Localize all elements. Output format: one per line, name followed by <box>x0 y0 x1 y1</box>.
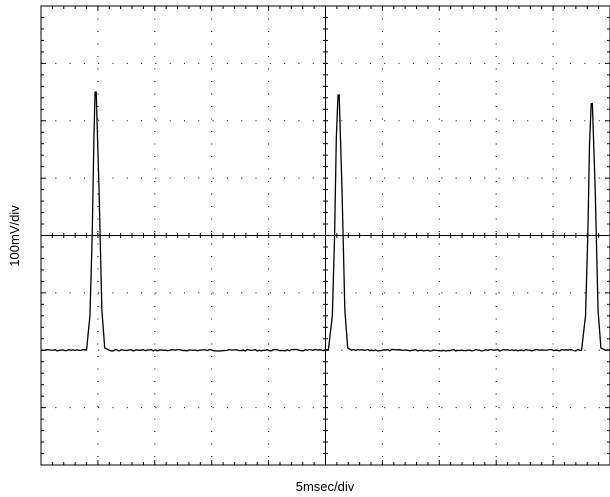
x-axis-label: 5msec/div <box>296 479 355 494</box>
trace-layer <box>40 91 610 352</box>
y-axis-label: 100mV/div <box>7 205 22 267</box>
signal-trace <box>40 91 610 352</box>
tick-marks <box>41 6 610 465</box>
